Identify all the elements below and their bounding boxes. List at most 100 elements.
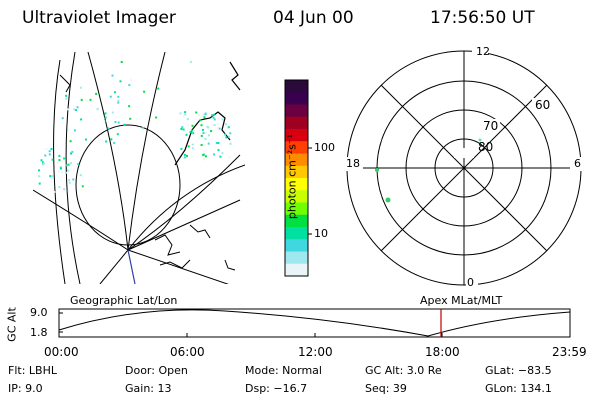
polar-mlt-label-6: 6: [574, 157, 581, 170]
coastline-7: [59, 74, 71, 93]
emission-speck: [114, 121, 117, 123]
emission-speck: [215, 142, 218, 144]
emission-speck: [123, 123, 126, 126]
emission-speck: [182, 157, 185, 159]
coastline-5: [159, 259, 191, 269]
emission-speck: [38, 175, 41, 178]
emission-speck: [120, 61, 123, 63]
colorbar-band: [285, 190, 308, 203]
emission-speck: [219, 155, 222, 158]
emission-speck: [204, 113, 207, 116]
colorbar-band: [285, 227, 308, 240]
emission-speck: [51, 175, 54, 178]
emission-speck: [117, 101, 120, 104]
emission-speck: [79, 86, 82, 89]
emission-speck: [208, 134, 210, 137]
emission-speck: [155, 116, 158, 119]
emission-speck: [203, 116, 206, 119]
polar-lat-label-70: 70: [483, 119, 499, 133]
info-gain: Gain: 13: [125, 382, 172, 395]
instrument-title: Ultraviolet Imager: [22, 8, 176, 28]
geo-lat-arc-1: [53, 59, 66, 284]
colorbar-band: [285, 80, 308, 93]
coastline-4: [189, 224, 211, 239]
emission-speck: [179, 112, 182, 115]
emission-speck: [65, 97, 68, 100]
emission-speck: [184, 156, 186, 159]
emission-speck: [207, 142, 210, 145]
colorbar-band: [285, 104, 308, 118]
emission-speck: [192, 132, 195, 135]
emission-speck: [221, 152, 224, 155]
emission-speck: [129, 79, 132, 82]
polar-lat-label-60: 60: [535, 98, 551, 112]
emission-speck: [111, 111, 114, 114]
coastline-3: [154, 234, 181, 256]
emission-speck: [85, 138, 87, 141]
colorbar-band: [285, 116, 308, 130]
colorbar-tick-label-100: 100: [314, 141, 335, 154]
emission-speck: [198, 113, 200, 116]
altitude-xtick-12: 12:00: [298, 345, 333, 359]
emission-speck: [143, 90, 146, 93]
emission-speck: [193, 148, 196, 151]
emission-speck: [191, 124, 194, 127]
emission-speck: [202, 128, 204, 131]
emission-speck: [105, 140, 108, 143]
emission-speck: [41, 161, 44, 164]
emission-speck: [67, 190, 70, 193]
emission-speck: [44, 154, 47, 157]
emission-speck: [111, 74, 114, 77]
polar-label-bg-18: [343, 157, 363, 171]
altitude-right-title: Apex MLat/MLT: [420, 294, 503, 307]
altitude-xtick-00: 00:00: [44, 345, 79, 359]
emission-speck: [187, 145, 190, 148]
altitude-xtick-2359: 23:59: [552, 345, 587, 359]
emission-speck: [68, 181, 71, 184]
emission-speck: [186, 132, 188, 135]
emission-speck: [38, 182, 41, 185]
emission-speck: [213, 124, 216, 126]
emission-speck: [61, 117, 64, 120]
emission-speck: [96, 108, 99, 111]
emission-speck: [190, 129, 193, 132]
emission-speck: [211, 114, 214, 117]
emission-speck: [224, 133, 227, 136]
info-mode: Mode: Normal: [245, 364, 322, 377]
geo-lat-arc-2: [65, 52, 81, 284]
colorbar-band: [285, 251, 308, 265]
info-filter: Flt: LBHL: [8, 364, 57, 377]
emission-speck: [80, 98, 83, 101]
polar-label-bg-6: [570, 157, 584, 171]
info-door: Door: Open: [125, 364, 188, 377]
emission-speck: [113, 141, 116, 144]
emission-speck: [104, 116, 107, 119]
emission-speck: [216, 126, 219, 129]
emission-speck: [81, 185, 84, 188]
emission-speck: [195, 111, 198, 114]
polar-label-bg-12: [472, 44, 488, 56]
altitude-left-title: Geographic Lat/Lon: [70, 294, 178, 307]
emission-speck: [181, 126, 184, 129]
emission-speck: [221, 118, 224, 121]
polar-emission-point-3: [478, 138, 482, 142]
emission-speck: [187, 123, 190, 126]
emission-speck: [180, 147, 183, 150]
emission-speck: [182, 115, 185, 118]
info-seq: Seq: 39: [365, 382, 407, 395]
emission-speck: [157, 87, 160, 90]
emission-speck: [212, 113, 215, 116]
emission-speck: [45, 148, 48, 151]
emission-speck: [89, 98, 92, 101]
geo-lat-arc-3: [127, 164, 245, 251]
emission-speck: [129, 117, 132, 120]
emission-speck: [58, 186, 61, 189]
emission-speck: [225, 136, 228, 139]
colorbar-frame: [284, 79, 309, 277]
emission-speck: [212, 116, 215, 119]
emission-speck: [58, 154, 61, 157]
